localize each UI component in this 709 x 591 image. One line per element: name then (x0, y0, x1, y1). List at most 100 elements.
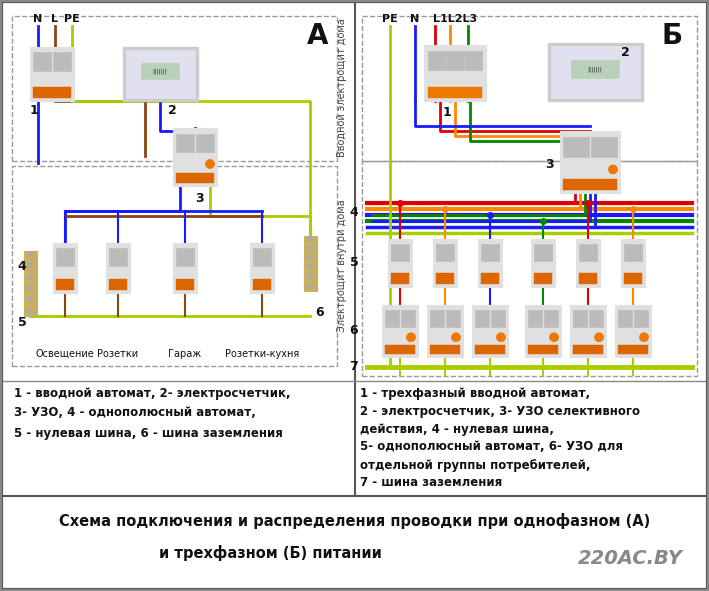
Text: |||||||: ||||||| (588, 66, 603, 72)
Circle shape (308, 255, 313, 260)
Circle shape (28, 297, 33, 302)
Bar (33, 53, 51, 72)
Circle shape (452, 333, 461, 342)
Text: 4: 4 (18, 259, 26, 272)
Bar (303, 236, 316, 291)
Bar (447, 51, 464, 70)
Text: 3- УЗО, 4 - однополюсный автомат,: 3- УЗО, 4 - однополюсный автомат, (14, 407, 256, 420)
Bar (563, 179, 617, 190)
Text: 4: 4 (350, 206, 358, 219)
Bar (391, 274, 409, 284)
Bar (624, 274, 642, 284)
Bar (534, 274, 552, 284)
Bar (176, 279, 194, 290)
Bar (173, 128, 217, 186)
Circle shape (308, 284, 313, 288)
Circle shape (28, 252, 33, 256)
Bar (464, 51, 482, 70)
Bar (560, 131, 620, 193)
Bar (424, 45, 486, 101)
Bar (250, 243, 274, 293)
Text: 2: 2 (620, 47, 630, 60)
Bar (196, 134, 214, 152)
Bar (481, 274, 499, 284)
Text: действия, 4 - нулевая шина,: действия, 4 - нулевая шина, (360, 423, 554, 436)
Text: N: N (33, 14, 43, 24)
Bar (573, 310, 587, 327)
Circle shape (595, 333, 603, 342)
Bar (427, 305, 463, 357)
Bar (481, 244, 499, 261)
Bar (388, 239, 412, 287)
Text: Гараж: Гараж (169, 349, 201, 359)
Bar (12, 16, 337, 161)
Bar (53, 243, 77, 293)
Bar (618, 345, 648, 354)
Text: 1 - вводной автомат, 2- электросчетчик,: 1 - вводной автомат, 2- электросчетчик, (14, 387, 291, 400)
Bar (446, 310, 460, 327)
Bar (491, 310, 505, 327)
Text: Электрощит внутри дома: Электрощит внутри дома (337, 200, 347, 332)
Bar (176, 248, 194, 265)
Circle shape (28, 274, 33, 280)
Circle shape (608, 165, 618, 174)
Circle shape (406, 333, 415, 342)
Bar (56, 248, 74, 265)
Bar (125, 50, 194, 98)
Bar (173, 243, 197, 293)
Bar (53, 53, 71, 72)
Text: Схема подключения и распределения проводки при однофазном (А): Схема подключения и распределения провод… (59, 513, 650, 529)
Circle shape (308, 236, 313, 242)
Text: 7: 7 (350, 361, 358, 374)
Circle shape (28, 309, 33, 313)
Bar (576, 239, 600, 287)
Bar (253, 248, 271, 265)
Bar (123, 47, 198, 101)
Bar (362, 16, 697, 161)
Text: 1 - трехфазный вводной автомат,: 1 - трехфазный вводной автомат, (360, 387, 590, 400)
Text: PE: PE (382, 14, 398, 24)
Text: N: N (411, 14, 420, 24)
Bar (550, 46, 640, 98)
Text: 7 - шина заземления: 7 - шина заземления (360, 476, 502, 489)
Bar (547, 43, 642, 101)
Text: PE: PE (64, 14, 80, 24)
Bar (436, 244, 454, 261)
Bar (544, 310, 558, 327)
Bar (528, 345, 558, 354)
Bar (624, 244, 642, 261)
Text: |||||||: ||||||| (152, 69, 167, 74)
Circle shape (206, 160, 215, 168)
Bar (570, 305, 606, 357)
Bar (401, 310, 415, 327)
Text: отдельной группы потребителей,: отдельной группы потребителей, (360, 459, 591, 472)
Circle shape (496, 333, 506, 342)
Bar (563, 137, 589, 157)
Bar (589, 310, 603, 327)
Text: 2 - электросчетчик, 3- УЗО селективного: 2 - электросчетчик, 3- УЗО селективного (360, 404, 640, 417)
Circle shape (549, 333, 559, 342)
Bar (385, 345, 415, 354)
Bar (531, 239, 555, 287)
Bar (391, 244, 409, 261)
Bar (176, 173, 214, 183)
Bar (176, 134, 194, 152)
Bar (573, 345, 603, 354)
Bar (475, 345, 505, 354)
Text: 5- однополюсный автомат, 6- УЗО для: 5- однополюсный автомат, 6- УЗО для (360, 440, 623, 453)
Bar (430, 310, 444, 327)
Bar (475, 310, 489, 327)
Circle shape (308, 274, 313, 279)
Bar (30, 47, 74, 101)
Bar (385, 310, 399, 327)
Circle shape (308, 265, 313, 269)
Circle shape (28, 285, 33, 291)
Text: 3: 3 (546, 158, 554, 171)
Bar (615, 305, 651, 357)
Bar (433, 239, 457, 287)
Text: 220AC.BY: 220AC.BY (578, 550, 683, 569)
Text: 5: 5 (350, 256, 358, 269)
Text: А: А (307, 22, 329, 50)
Bar (56, 279, 74, 290)
Text: Розетки: Розетки (97, 349, 138, 359)
